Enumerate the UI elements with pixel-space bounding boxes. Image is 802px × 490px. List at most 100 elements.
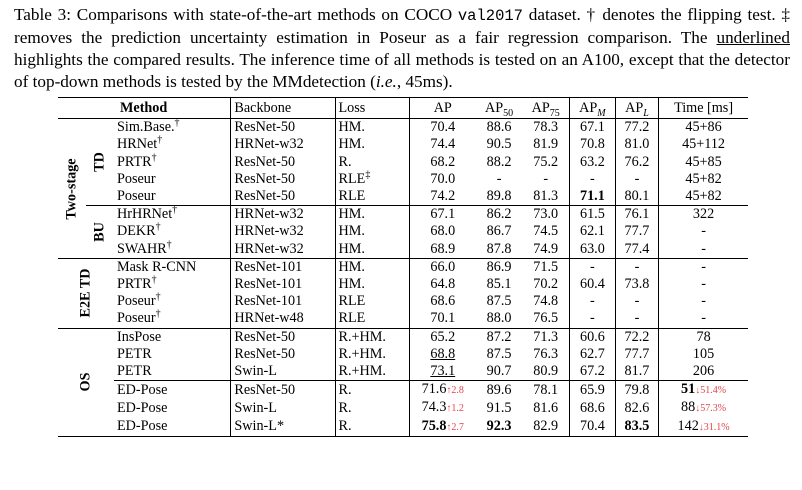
cell-ap50: 87.5 [486,293,512,310]
header-time: Time [ms] [658,96,748,120]
cell-time: 206 [692,363,715,380]
cell-backbone: ResNet-50 [230,345,336,364]
cell-apm: 60.6 [569,327,616,346]
cell-ap75: 75.2 [533,153,559,170]
results-body: Two-stage TD Sim.Base.† ResNet-50 HM. 70.4 88.… [58,118,748,437]
cell-time: 51↓51.4% [658,380,748,400]
cell-ap: 65.2 [409,327,476,346]
cell-loss: HM. [335,257,410,277]
cell-method: SWAHR† [114,239,232,259]
cell-ap75: 81.6 [533,399,559,416]
table-row: PRTR† ResNet-50 R. 68.2 88.2 75.2 63.2 76.2 45+8… [58,152,748,171]
cell-apm: - [569,310,616,329]
cell-apm: 67.2 [569,363,616,381]
cell-ap75: 71.5 [522,257,570,277]
cell-loss: R. [335,380,410,400]
cell-method: InsPose [114,327,232,346]
cell-ap75: 71.3 [522,327,570,346]
cell-ap50: 89.6 [475,380,523,400]
cell-loss: RLE [335,310,410,329]
cell-loss: HM. [335,118,410,137]
cell-loss: R. [335,417,410,437]
cell-loss: HM. [335,136,410,154]
cell-apm: 65.9 [569,380,616,400]
cell-time: 88↓57.3% [681,399,727,416]
cell-apl: 79.8 [615,380,660,400]
table-row: Poseur ResNet-50 RLE 74.2 89.8 81.3 71.1 80.1 45… [58,188,748,206]
cell-method: Poseur [114,188,232,206]
cell-apl: 83.5 [615,417,660,437]
cell-backbone: Swin-L [230,399,336,418]
header-row: Method Backbone Loss AP AP50 AP75 APM AP… [58,96,748,120]
cell-apl: 80.1 [615,188,660,206]
group-label-two-stage: Two-stage [63,157,80,220]
cell-ap50: 86.9 [475,257,523,277]
cell-time: 322 [658,205,748,224]
cell-apm: - [569,293,616,311]
cell-time: 45+86 [685,119,722,136]
cell-apl: - [615,310,660,329]
table-row: SWAHR† HRNet-w32 HM. 68.9 87.8 74.9 63.0 77.4 - [58,239,748,259]
table-row: DEKR† HRNet-w32 HM. 68.0 86.7 74.5 62.1 77.7 - [58,222,748,241]
cell-backbone: HRNet-w32 [230,223,336,241]
cell-ap: 68.2 [430,153,456,170]
table-row: BU HrHRNet† HRNet-w32 HM. 67.1 86.2 73.0 61.5 76… [58,205,748,259]
cell-backbone: ResNet-50 [230,118,336,137]
caption-part1: Table 3: Comparisons with state-of-the-a… [14,5,458,24]
cell-loss: R.+HM. [335,345,410,364]
cell-apm: 67.1 [569,118,616,137]
cell-apl: 76.1 [615,205,660,224]
cell-apl: 77.7 [615,345,660,364]
cell-apl: 77.2 [615,118,660,137]
cell-apm: 62.1 [569,223,616,241]
cell-time: 45+82 [685,188,722,205]
cell-backbone: ResNet-101 [230,276,336,294]
cell-ap: 68.0 [430,223,456,240]
cell-apl: 76.2 [615,153,660,171]
cell-method: Sim.Base.† [114,118,232,137]
cell-time: - [701,293,706,310]
group-label-os: OS [58,327,114,437]
cell-ap: 73.1 [430,363,456,380]
cell-backbone: ResNet-50 [230,170,336,189]
cell-time: 45+82 [685,170,722,187]
cell-method: ED-Pose [114,417,232,437]
cell-ap75: 81.3 [533,188,559,205]
cell-apm: 61.5 [569,205,616,224]
cell-apl: 81.7 [615,363,660,381]
cell-apm: - [569,170,616,189]
header-loss: Loss [335,96,410,120]
cell-apl: - [615,257,660,277]
cell-time: - [701,310,706,327]
cell-apm: - [569,257,616,277]
cell-ap50: 85.1 [486,276,512,293]
cell-ap75: 82.9 [522,417,570,437]
cell-method: Mask R-CNN [114,257,232,277]
cell-ap75: 74.5 [533,223,559,240]
results-table: Method Backbone Loss AP AP50 AP75 APM AP… [58,96,748,437]
table-row: Poseur ResNet-50 RLE‡ 70.0- - - -45+82 [58,170,748,189]
cell-apm: 62.7 [569,345,616,364]
cell-ap75: - [543,170,549,187]
cell-apl: 73.8 [615,276,660,294]
cell-ap: 67.1 [409,205,476,224]
header-ap: AP [409,96,476,120]
cell-ap75: 76.3 [533,345,559,362]
cell-apl: 77.7 [615,223,660,241]
header-method: Method [114,96,232,120]
caption-underlined: underlined [716,28,790,47]
table-caption: Table 3: Comparisons with state-of-the-a… [14,4,790,93]
cell-ap: 64.8 [430,276,456,293]
table-row: Poseur† HRNet-w48 RLE 70.1 88.0 76.5- - - [58,309,748,329]
group-label-e2e-td: E2E TD [58,257,114,329]
cell-time: 45+112 [682,136,726,153]
cell-time: - [658,257,748,277]
cell-ap50: 86.2 [475,205,523,224]
cell-backbone: Swin-L [230,363,336,381]
cell-time: 105 [692,345,715,362]
cell-apl: 81.0 [615,136,660,154]
cell-ap75: 80.9 [533,363,559,380]
table-row: Poseur† ResNet-101 RLE 68.6 87.5 74.8- - - [58,292,748,311]
cell-time: 78 [658,327,748,346]
cell-ap: 70.0 [430,170,456,187]
